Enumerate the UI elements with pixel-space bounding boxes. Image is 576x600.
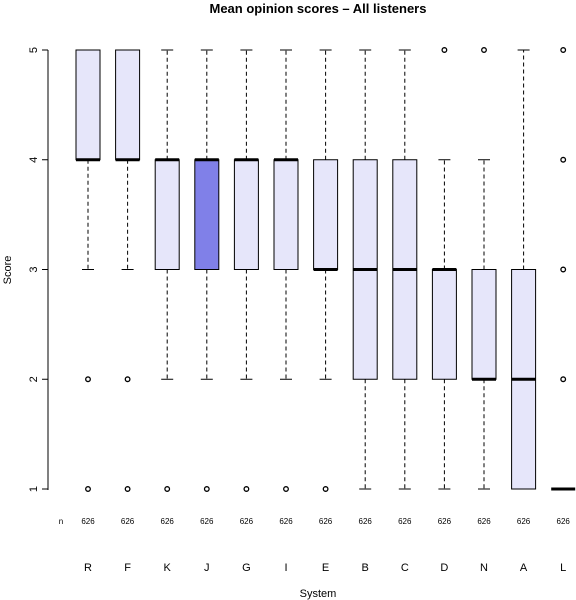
box-iqr	[194, 159, 220, 270]
x-tick-label: B	[362, 562, 369, 574]
outlier-point	[243, 486, 250, 492]
box-iqr	[75, 49, 101, 161]
x-tick-label: F	[124, 562, 131, 574]
box-iqr	[273, 159, 299, 270]
n-value: 626	[359, 517, 373, 526]
n-values-layer: 626 626 626 626 626 626 626 626 626 626 626 626 626	[81, 517, 570, 526]
outlier-point	[441, 47, 448, 53]
x-tick-label: E	[322, 562, 329, 574]
box-group-g	[233, 49, 259, 492]
box-group-c	[392, 49, 418, 490]
outlier-point	[322, 486, 329, 492]
outlier-point	[124, 486, 131, 492]
outlier-point	[560, 266, 567, 273]
y-axis-ticks: 1 2 3 4 5	[28, 47, 48, 492]
box-group-n	[471, 47, 497, 490]
box-group-r	[75, 49, 101, 492]
y-tick-label: 2	[28, 376, 40, 382]
x-tick-label: I	[284, 562, 287, 574]
box-iqr	[431, 269, 457, 380]
outlier-point	[560, 376, 567, 383]
chart-title: Mean opinion scores – All listeners	[210, 1, 427, 16]
box-group-b	[352, 49, 378, 490]
y-tick-label: 5	[28, 47, 40, 53]
box-group-f	[115, 49, 141, 492]
box-group-l	[551, 47, 576, 491]
n-value: 626	[161, 517, 175, 526]
outlier-point	[85, 486, 91, 492]
n-value: 626	[319, 517, 333, 526]
x-axis-label: System	[300, 588, 337, 600]
y-tick-label: 4	[28, 157, 40, 163]
y-tick-label: 1	[28, 486, 40, 492]
y-tick-label: 3	[28, 266, 40, 272]
outlier-point	[203, 486, 210, 492]
x-tick-label: R	[84, 562, 92, 574]
n-value: 626	[240, 517, 254, 526]
outlier-point	[164, 486, 171, 492]
box-group-k	[154, 49, 180, 492]
x-tick-label: J	[204, 562, 210, 574]
n-value: 626	[438, 517, 452, 526]
n-value: 626	[477, 517, 491, 526]
n-value: 626	[398, 517, 412, 526]
y-axis-label: Score	[2, 256, 14, 285]
x-tick-label: K	[164, 562, 172, 574]
n-value: 626	[557, 517, 571, 526]
x-tick-label: N	[480, 562, 488, 574]
x-tick-label: C	[401, 562, 409, 574]
box-group-j	[194, 49, 220, 492]
n-value: 626	[81, 517, 95, 526]
boxes-layer	[75, 47, 576, 492]
box-group-d	[431, 47, 457, 490]
box-group-i	[273, 49, 299, 492]
n-value: 626	[121, 517, 135, 526]
outlier-point	[560, 47, 567, 53]
x-tick-label: G	[242, 562, 251, 574]
outlier-point	[283, 486, 289, 492]
x-tick-label: A	[520, 562, 528, 574]
box-group-e	[313, 49, 339, 492]
n-value: 626	[200, 517, 214, 526]
box-iqr	[313, 159, 339, 270]
box-iqr	[115, 49, 141, 161]
box-group-a	[511, 49, 537, 490]
outlier-point	[560, 156, 567, 163]
n-label: n	[59, 517, 63, 526]
x-tick-label: D	[440, 562, 448, 574]
box-iqr	[471, 269, 497, 380]
outlier-point	[481, 47, 487, 53]
outlier-point	[85, 376, 91, 383]
box-iqr	[233, 159, 259, 270]
box-iqr	[154, 159, 180, 270]
n-value: 626	[517, 517, 531, 526]
n-value: 626	[279, 517, 293, 526]
x-tick-label: L	[560, 562, 566, 574]
outlier-point	[124, 376, 131, 383]
